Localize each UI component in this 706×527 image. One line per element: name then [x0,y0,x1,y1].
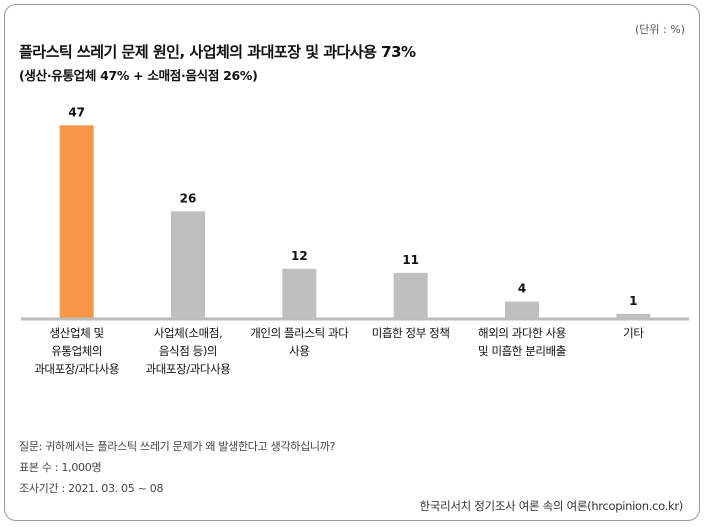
value-label-3: 11 [402,253,419,267]
value-label-5: 1 [629,294,637,308]
bar-5 [616,313,651,318]
survey-period: 조사기간 : 2021. 03. 05 ~ 08 [19,482,164,495]
category-label-2-1: 사용 [289,344,309,358]
category-label-1-1: 음식점 등)의 [159,344,217,358]
bar-0 [59,125,94,318]
chart-title: 플라스틱 쓰레기 문제 원인, 사업체의 과대포장 및 과다사용 73% [19,43,416,61]
category-label-2-0: 개인의 플라스틱 과다 [250,326,349,340]
bar-3 [393,272,428,318]
category-label-1-0: 사업체(소매점, [154,326,222,340]
chart-card: (단위 : %) 플라스틱 쓰레기 문제 원인, 사업체의 과대포장 및 과다사… [4,4,700,521]
category-label-0-1: 유통업체의 [51,344,102,358]
bar-2 [282,268,317,318]
source-credit: 한국리서치 정기조사 여론 속의 여론(hrcopinion.co.kr) [419,499,684,513]
bar-1 [171,211,205,318]
category-label-5-0: 기타 [623,326,644,340]
category-label-0-2: 과대포장/과다사용 [34,362,119,376]
category-label-4-0: 해외의 과다한 사용 [478,326,566,340]
unit-label: (단위 : %) [635,23,685,36]
value-label-2: 12 [291,249,308,263]
category-label-1-2: 과대포장/과다사용 [146,362,231,376]
category-label-0-0: 생산업체 및 [50,326,104,340]
bar-4 [505,301,539,318]
value-label-0: 47 [68,105,85,119]
survey-question: 질문: 귀하께서는 플라스틱 쓰레기 문제가 왜 발생한다고 생각하십니까? [19,440,336,453]
chart-subtitle: (생산·유통업체 47% + 소매점·음식점 26%) [19,68,258,83]
sample-size: 표본 수 : 1,000명 [19,461,102,474]
category-label-4-1: 및 미흡한 분리배출 [478,344,566,358]
value-label-1: 26 [180,191,197,205]
value-label-4: 4 [518,282,526,296]
category-label-3-0: 미흡한 정부 정책 [372,326,450,340]
